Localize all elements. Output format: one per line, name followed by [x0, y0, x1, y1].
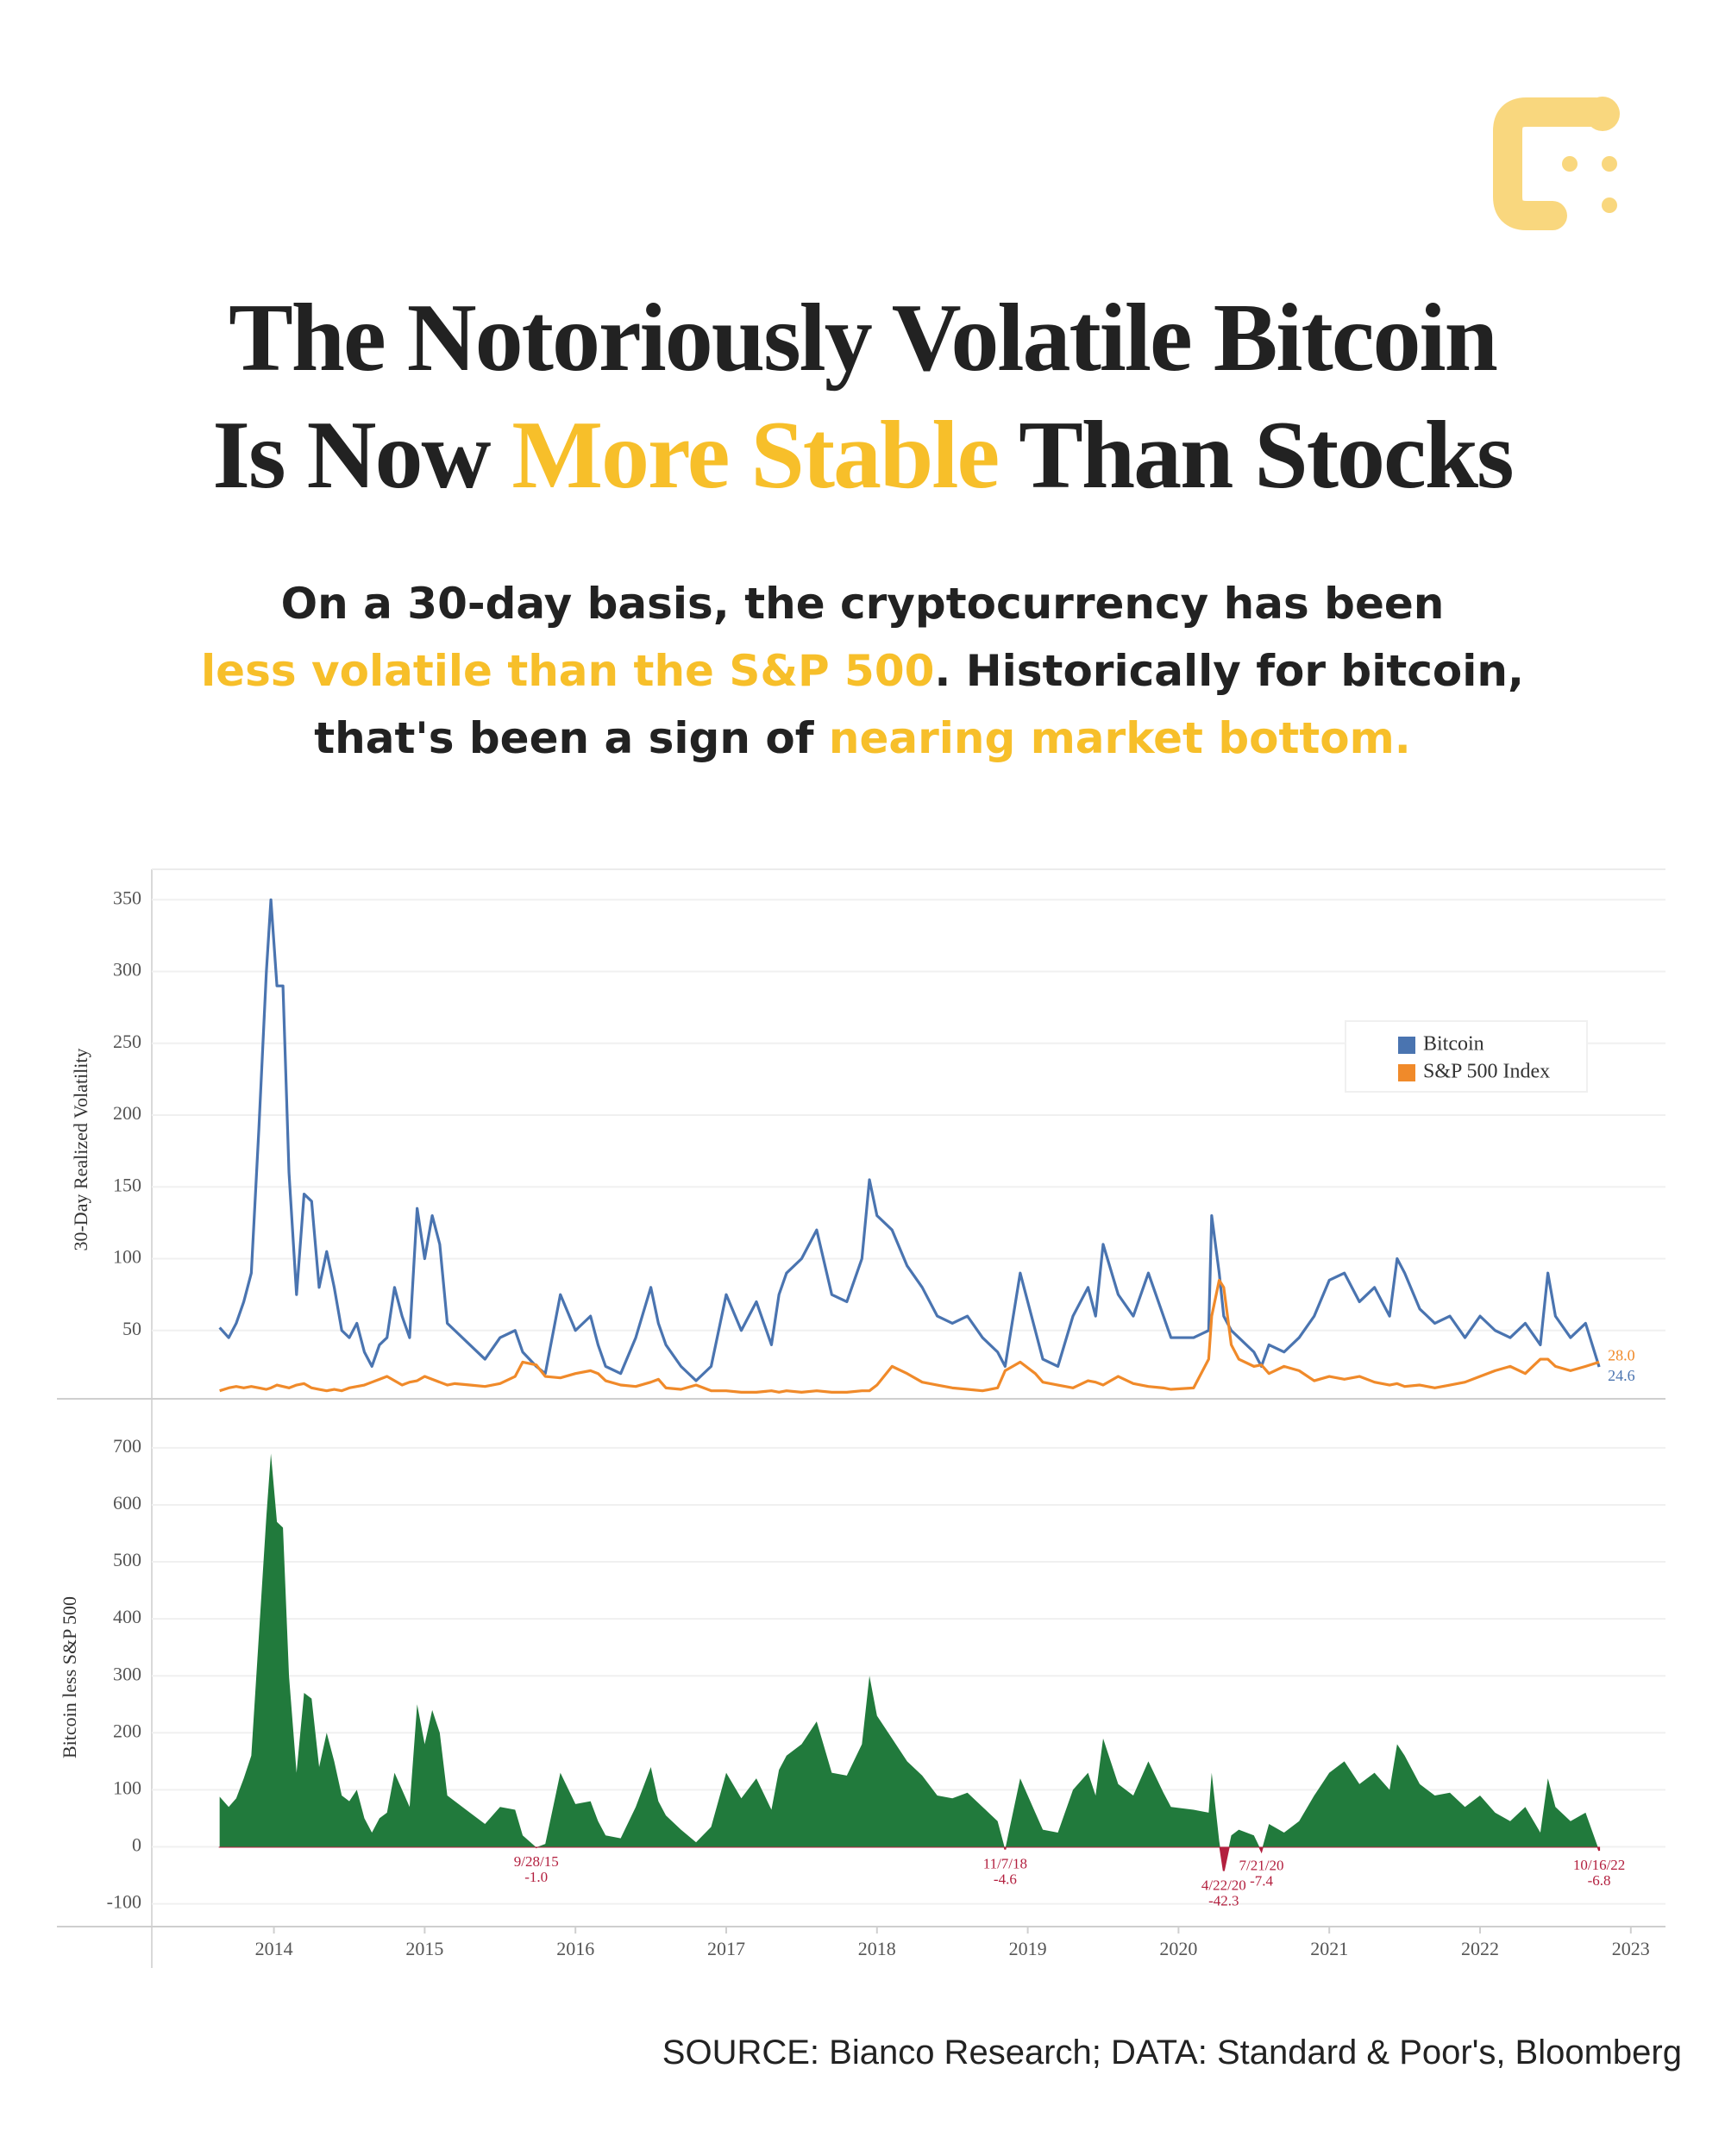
y-tick-label: 350	[113, 887, 141, 908]
text: The Notoriously Volatile Bitcoin	[229, 285, 1498, 392]
annotation-value: -7.4	[1250, 1872, 1273, 1889]
x-tick-label: 2022	[1461, 1938, 1499, 1959]
y-tick-label: 300	[113, 1663, 141, 1684]
legend-swatch	[1398, 1037, 1415, 1054]
x-tick-label: 2020	[1159, 1938, 1197, 1959]
annotation-value: -1.0	[524, 1869, 548, 1885]
text: that's been a sign of	[314, 713, 829, 763]
highlight-text: less volatile than the S&P 500	[201, 646, 935, 696]
x-tick-label: 2015	[405, 1938, 443, 1959]
x-tick-label: 2016	[556, 1938, 594, 1959]
text: Is Now	[212, 402, 512, 509]
logo-arc	[1493, 97, 1610, 230]
area-positive	[219, 1453, 1598, 1847]
x-tick-label: 2021	[1310, 1938, 1348, 1959]
text-line: Is Now More Stable Than Stocks	[0, 397, 1725, 514]
y-tick-label: 200	[113, 1102, 141, 1124]
legend-label: Bitcoin	[1423, 1033, 1484, 1056]
y-tick-label: 0	[132, 1834, 141, 1856]
legend-label: S&P 500 Index	[1423, 1061, 1550, 1083]
text: On a 30-day basis, the cryptocurrency ha…	[280, 579, 1445, 629]
x-tick-label: 2017	[707, 1938, 745, 1959]
line-series	[219, 1278, 1600, 1394]
legend-box	[1345, 1020, 1588, 1093]
end-label: 24.6	[1608, 1367, 1635, 1384]
y-tick-label: 500	[113, 1549, 141, 1570]
y-tick-label: 600	[113, 1492, 141, 1514]
text: Than Stocks	[998, 402, 1514, 509]
subtitle: On a 30-day basis, the cryptocurrency ha…	[0, 570, 1725, 772]
y-tick-label: 100	[113, 1246, 141, 1268]
annotation-date: 11/7/18	[983, 1855, 1027, 1871]
annotation-date: 4/22/20	[1201, 1877, 1246, 1893]
y-tick-label: 300	[113, 959, 141, 981]
y-tick-label: 50	[122, 1318, 141, 1339]
highlight-text: More Stable	[511, 402, 1000, 509]
annotation-date: 10/16/22	[1573, 1857, 1625, 1873]
end-label: 28.0	[1608, 1347, 1635, 1364]
x-tick-label: 2014	[255, 1938, 293, 1959]
text-line: The Notoriously Volatile Bitcoin	[0, 279, 1725, 397]
y-axis-label: 30-Day Realized Volatility	[70, 1048, 91, 1250]
source: SOURCE: Bianco Research; DATA: Standard …	[662, 2034, 1682, 2071]
logo-dot	[1602, 156, 1617, 172]
logo-dot	[1585, 97, 1620, 131]
x-tick-label: 2019	[1009, 1938, 1047, 1959]
title: The Notoriously Volatile Bitcoin Is Now M…	[0, 279, 1725, 514]
text-line: On a 30-day basis, the cryptocurrency ha…	[0, 570, 1725, 637]
y-tick-label: 150	[113, 1174, 141, 1195]
y-tick-label: 400	[113, 1606, 141, 1627]
x-tick-label: 2023	[1612, 1938, 1650, 1959]
line-series	[218, 898, 1601, 1382]
x-tick-label: 2018	[858, 1938, 896, 1959]
annotation-value: -4.6	[994, 1871, 1017, 1887]
y-tick-label: 700	[113, 1435, 141, 1457]
y-tick-label: -100	[107, 1891, 141, 1913]
y-axis-label: Bitcoin less S&P 500	[59, 1596, 80, 1758]
annotation-value: -42.3	[1208, 1892, 1239, 1908]
annotation-value: -6.8	[1588, 1872, 1611, 1889]
highlight-text: nearing market bottom.	[828, 713, 1411, 763]
y-tick-label: 200	[113, 1720, 141, 1741]
annotation-date: 7/21/20	[1239, 1857, 1284, 1873]
text-line: that's been a sign of nearing market bot…	[0, 705, 1725, 772]
logo	[1493, 97, 1620, 230]
y-tick-label: 100	[113, 1777, 141, 1798]
text-line: less volatile than the S&P 500. Historic…	[0, 637, 1725, 705]
legend-swatch	[1398, 1064, 1415, 1081]
y-tick-label: 250	[113, 1031, 141, 1052]
text: . Historically for bitcoin,	[934, 646, 1524, 696]
annotation-date: 9/28/15	[514, 1853, 559, 1870]
logo-dot	[1602, 197, 1617, 213]
logo-dot	[1562, 156, 1578, 172]
